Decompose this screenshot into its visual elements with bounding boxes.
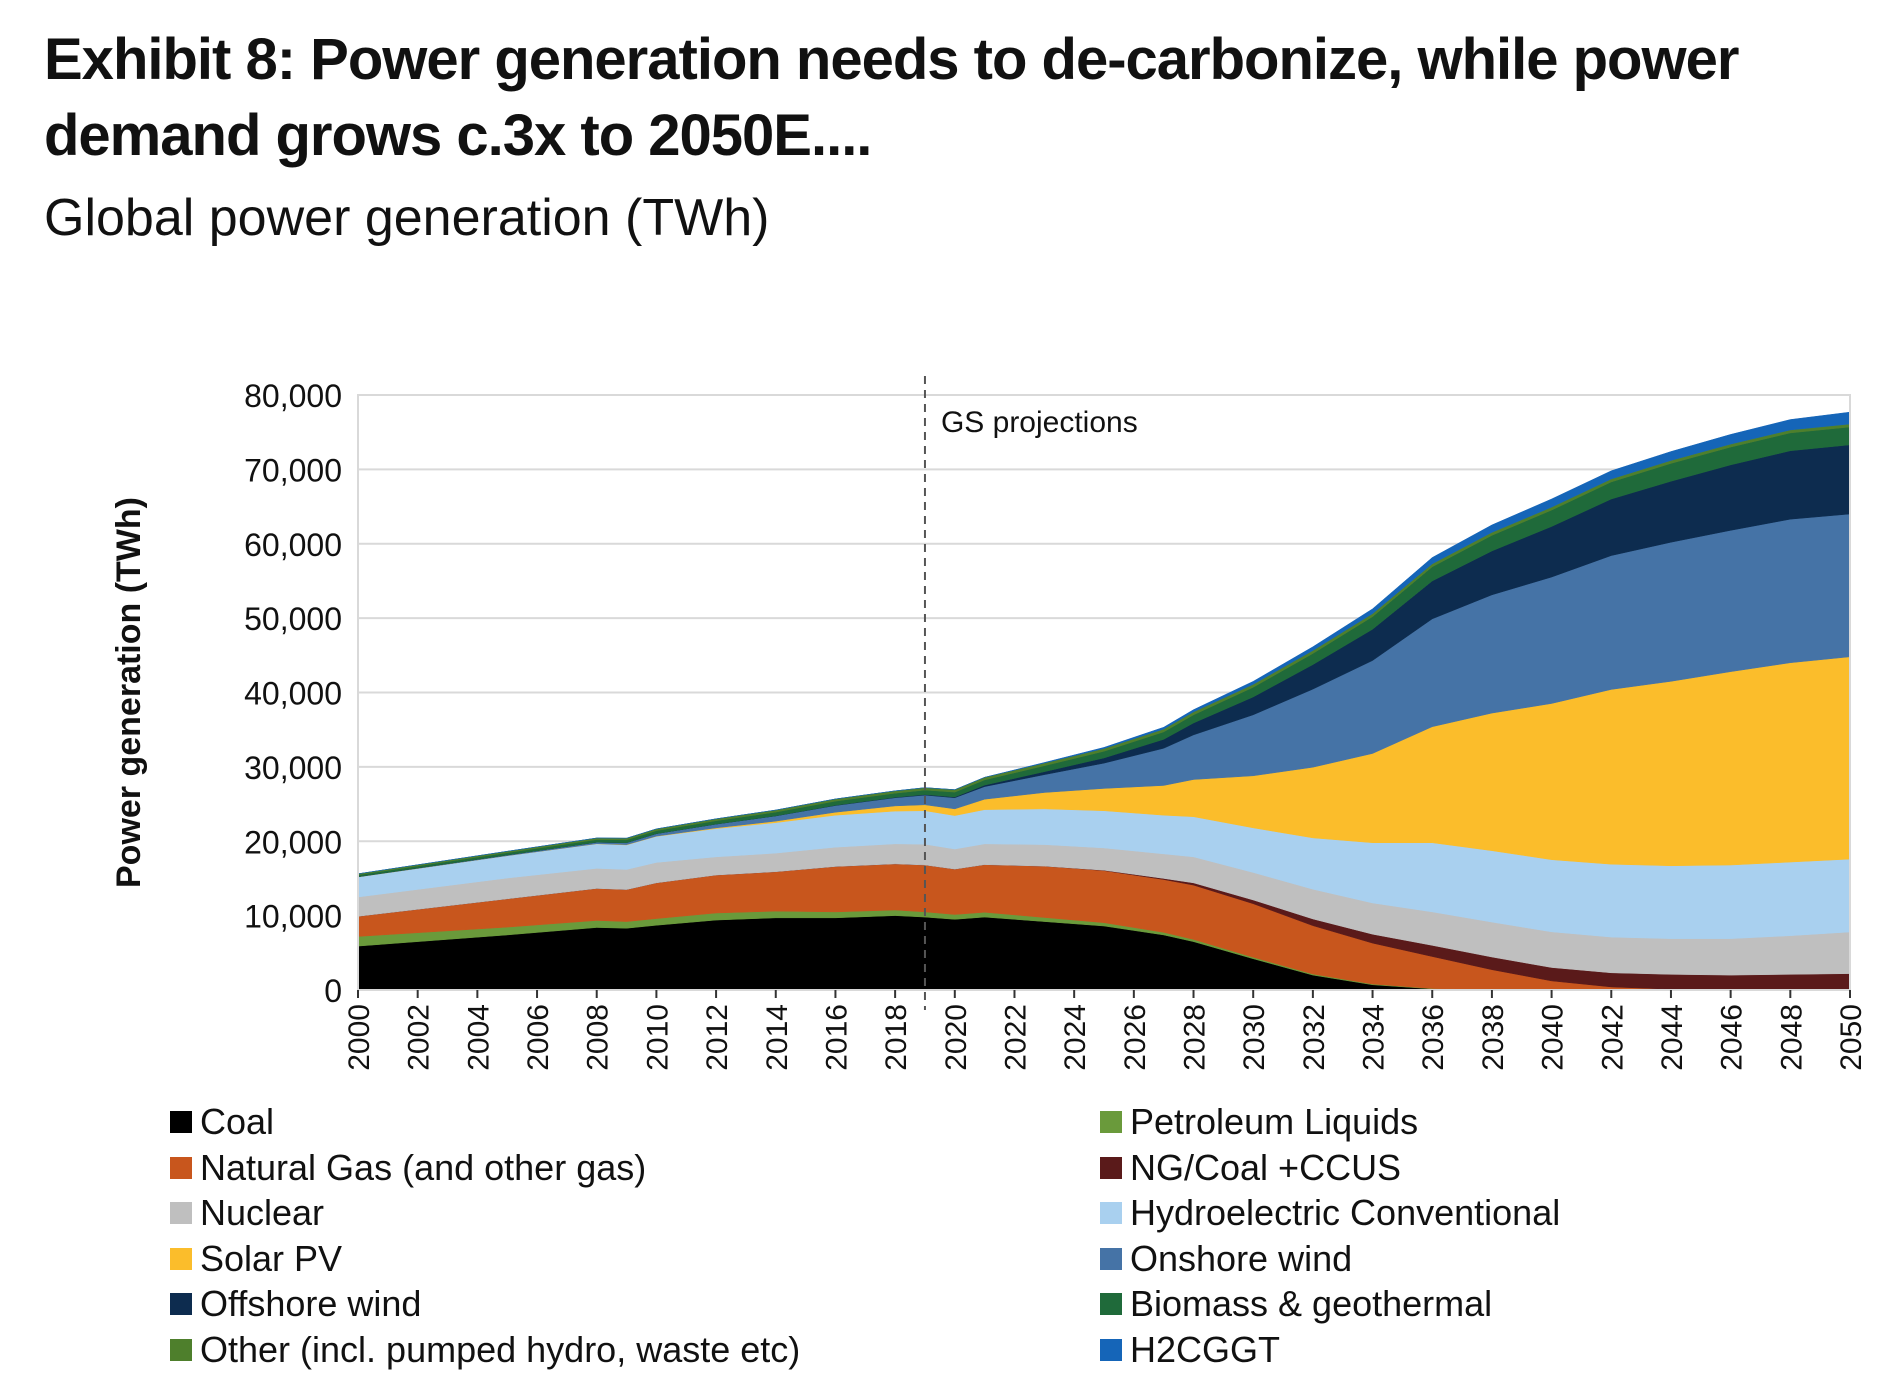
legend-label: Onshore wind	[1130, 1237, 1353, 1279]
legend-item: Offshore wind	[170, 1282, 421, 1326]
x-tick-label: 2028	[1179, 1004, 1212, 1071]
y-tick-label: 20,000	[244, 824, 342, 860]
plot-frame	[357, 394, 1851, 991]
x-tick-label: 2044	[1656, 1004, 1689, 1071]
x-tick-label: 2016	[820, 1004, 853, 1071]
legend-swatch	[170, 1202, 192, 1224]
legend-item: NG/Coal +CCUS	[1100, 1146, 1401, 1190]
area-series	[357, 411, 1851, 991]
legend-label: Biomass & geothermal	[1130, 1283, 1493, 1324]
y-axis-label: Power generation (TWh)	[110, 497, 148, 888]
legend-item: Onshore wind	[1100, 1237, 1352, 1281]
x-tick-label: 2000	[343, 1004, 376, 1071]
y-axis-ticks: 0 10,000 20,000 30,000 40,000 50,000 60,000 70,…	[244, 378, 342, 1009]
y-tick-label: 60,000	[244, 527, 342, 563]
legend-label: Petroleum Liquids	[1130, 1101, 1419, 1142]
legend-swatch	[1100, 1202, 1122, 1224]
legend-item: Petroleum Liquids	[1100, 1100, 1418, 1144]
x-tick-label: 2010	[641, 1004, 674, 1071]
y-tick-label: 80,000	[244, 378, 342, 414]
x-tick-label: 2032	[1298, 1004, 1331, 1071]
x-tick-label: 2008	[582, 1004, 615, 1071]
x-tick-label: 2004	[462, 1004, 495, 1071]
legend-swatch	[1100, 1111, 1122, 1133]
y-tick-label: 50,000	[244, 601, 342, 637]
x-tick-label: 2024	[1059, 1004, 1092, 1071]
x-tick-label: 2048	[1775, 1004, 1808, 1071]
x-tick-label: 2034	[1358, 1004, 1391, 1071]
x-tick-label: 2014	[761, 1004, 794, 1071]
y-tick-label: 10,000	[244, 899, 342, 935]
x-axis-ticks: 2000 2002 2004 2006 2008 2010 2012 2014 2016 2018…	[343, 990, 1868, 1071]
x-tick-label: 2006	[522, 1004, 555, 1071]
x-tick-label: 2020	[940, 1004, 973, 1071]
chart-subtitle: Global power generation (TWh)	[44, 189, 770, 247]
legend-item: Solar PV	[170, 1237, 342, 1281]
legend-label: Other (incl. pumped hydro, waste etc)	[200, 1328, 801, 1370]
legend-swatch	[1100, 1338, 1122, 1361]
y-tick-label: 40,000	[244, 676, 342, 712]
legend-item: Coal	[170, 1100, 274, 1144]
legend-item: Biomass & geothermal	[1100, 1282, 1492, 1326]
x-tick-label: 2022	[999, 1004, 1032, 1071]
legend-label: Coal	[200, 1101, 275, 1142]
legend-label: Offshore wind	[200, 1283, 422, 1324]
x-tick-label: 2012	[701, 1004, 734, 1071]
x-tick-label: 2036	[1417, 1004, 1450, 1071]
legend-swatch	[1100, 1293, 1122, 1315]
x-tick-label: 2042	[1596, 1004, 1629, 1071]
legend-label: H2CGGT	[1130, 1328, 1281, 1370]
legend-item: Hydroelectric Conventional	[1100, 1191, 1560, 1235]
legend-swatch	[170, 1247, 192, 1270]
legend-item: Other (incl. pumped hydro, waste etc)	[170, 1328, 800, 1372]
legend-swatch	[1100, 1247, 1122, 1270]
x-tick-label: 2030	[1238, 1004, 1271, 1071]
legend-swatch	[170, 1111, 192, 1133]
y-tick-label: 30,000	[244, 750, 342, 786]
legend-swatch	[170, 1293, 192, 1315]
legend-label: Hydroelectric Conventional	[1130, 1192, 1561, 1233]
legend-label: NG/Coal +CCUS	[1130, 1146, 1402, 1188]
legend-item: H2CGGT	[1100, 1328, 1280, 1372]
legend-label: Solar PV	[200, 1237, 343, 1279]
legend-item: Nuclear	[170, 1191, 324, 1235]
legend-item: Natural Gas (and other gas)	[170, 1146, 646, 1190]
x-tick-label: 2040	[1537, 1004, 1570, 1071]
x-tick-label: 2026	[1119, 1004, 1152, 1071]
x-tick-label: 2046	[1716, 1004, 1749, 1071]
legend-swatch	[170, 1338, 192, 1361]
y-tick-label: 0	[324, 973, 342, 1009]
legend-swatch	[1100, 1156, 1122, 1179]
legend-swatch	[170, 1156, 192, 1179]
x-tick-label: 2050	[1835, 1004, 1868, 1071]
y-tick-label: 70,000	[244, 452, 342, 488]
legend-label: Nuclear	[200, 1192, 325, 1233]
x-tick-label: 2038	[1477, 1004, 1510, 1071]
projection-label: GS projections	[941, 406, 1138, 439]
chart-title: Exhibit 8: Power generation needs to de-…	[44, 27, 1739, 168]
x-tick-label: 2018	[880, 1004, 913, 1071]
x-tick-label: 2002	[403, 1004, 436, 1071]
legend-label: Natural Gas (and other gas)	[200, 1146, 647, 1188]
